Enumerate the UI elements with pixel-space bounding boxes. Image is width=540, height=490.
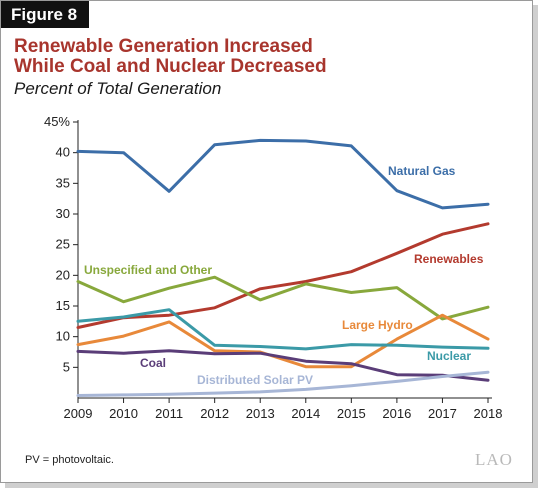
series-label-unspecified: Unspecified and Other <box>84 263 212 277</box>
series-line-solar <box>76 370 490 397</box>
chart-series-labels: Natural Gas Renewables Unspecified and Oth… <box>84 164 484 387</box>
series-label-coal: Coal <box>140 356 166 370</box>
chart-title: Renewable Generation Increased While Coa… <box>14 37 514 77</box>
series-line-renewables <box>76 222 490 329</box>
series-label-solar: Distributed Solar PV <box>197 373 313 387</box>
series-label-large-hydro: Large Hydro <box>342 318 413 332</box>
series-line-natural-gas <box>76 138 490 210</box>
series-label-natural-gas: Natural Gas <box>388 164 456 178</box>
footnote: PV = photovoltaic. <box>25 454 114 466</box>
x-tick-label: 2013 <box>246 406 275 421</box>
y-tick-label: 45% <box>44 114 70 129</box>
y-tick-label: 30 <box>56 206 70 221</box>
x-tick-label: 2018 <box>474 406 503 421</box>
figure-frame: Figure 8 Renewable Generation Increased … <box>0 0 533 483</box>
series-label-nuclear: Nuclear <box>427 349 471 363</box>
chart-title-line-1: Renewable Generation Increased <box>14 36 313 57</box>
series-line-coal <box>76 349 490 382</box>
x-tick-label: 2011 <box>155 406 183 421</box>
x-tick-label: 2010 <box>109 406 138 421</box>
chart-title-line-2: While Coal and Nuclear Decreased <box>14 56 327 77</box>
chart-axes: 5 10 15 20 25 30 35 40 45% 2009 2010 2011 2012 2013 20… <box>44 114 502 421</box>
x-tick-label: 2017 <box>428 406 457 421</box>
line-chart: 5 10 15 20 25 30 35 40 45% 2009 2010 2011 2012 2013 20… <box>44 114 502 421</box>
y-tick-label: 40 <box>56 145 70 160</box>
y-tick-label: 10 <box>56 329 70 344</box>
y-tick-label: 25 <box>56 237 70 252</box>
series-line-nuclear <box>76 308 490 351</box>
y-tick-label: 15 <box>56 298 70 313</box>
series-line-large-hydro <box>76 313 490 369</box>
x-tick-label: 2009 <box>64 406 93 421</box>
y-tick-label: 5 <box>63 359 70 374</box>
series-label-renewables: Renewables <box>414 252 484 266</box>
chart-subtitle: Percent of Total Generation <box>14 79 222 98</box>
lao-logo: LAO <box>475 450 513 469</box>
series-line-unspecified <box>76 275 490 321</box>
y-tick-label: 35 <box>56 175 70 190</box>
x-tick-label: 2012 <box>200 406 229 421</box>
figure-label: Figure 8 <box>1 1 89 28</box>
x-tick-label: 2014 <box>291 406 320 421</box>
y-tick-label: 20 <box>56 267 70 282</box>
x-tick-label: 2015 <box>337 406 366 421</box>
chart-series-lines <box>76 138 490 397</box>
x-tick-label: 2016 <box>382 406 411 421</box>
